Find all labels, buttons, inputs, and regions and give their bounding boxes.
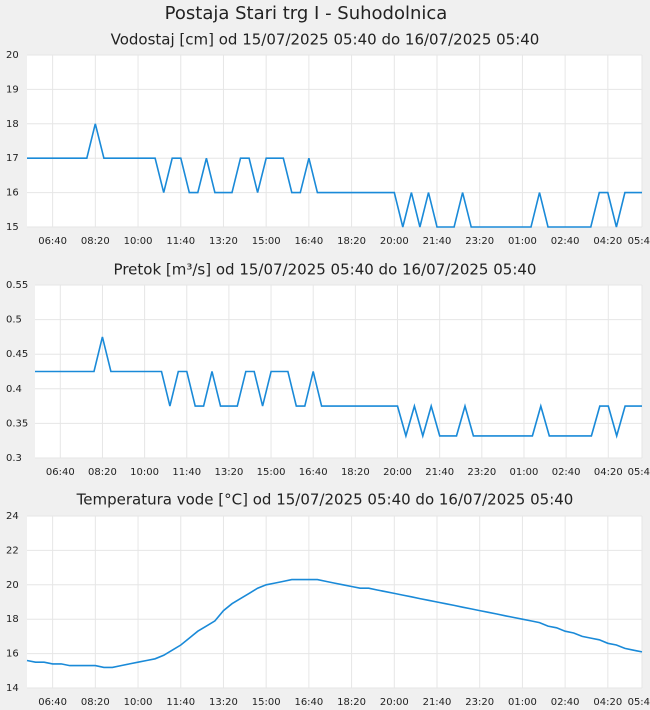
x-tick-label: 01:00 [508, 697, 537, 708]
x-tick-label: 15:00 [257, 467, 286, 478]
y-tick-label: 16 [6, 188, 19, 199]
x-tick-label: 06:40 [38, 697, 67, 708]
x-tick-label: 04:20 [594, 467, 623, 478]
x-tick-label: 04:20 [593, 697, 622, 708]
x-tick-label: 16:40 [299, 467, 328, 478]
y-tick-label: 20 [6, 580, 19, 591]
x-tick-label: 23:20 [467, 467, 496, 478]
x-tick-label: 02:40 [551, 236, 580, 247]
x-tick-label: 15:00 [252, 697, 281, 708]
x-tick-label: 05:40 [628, 697, 650, 708]
x-tick-label: 02:40 [551, 697, 580, 708]
x-tick-label: 10:00 [124, 697, 153, 708]
x-tick-label: 13:20 [209, 236, 238, 247]
chart-title: Vodostaj [cm] od 15/07/2025 05:40 do 16/… [111, 31, 540, 49]
x-tick-label: 21:40 [425, 467, 454, 478]
y-tick-label: 17 [6, 153, 19, 164]
x-tick-label: 21:40 [423, 236, 452, 247]
x-tick-label: 10:00 [130, 467, 159, 478]
x-tick-label: 20:00 [383, 467, 412, 478]
x-tick-label: 18:20 [337, 697, 366, 708]
plot-area [27, 55, 642, 227]
data-line [35, 336, 642, 439]
y-tick-label: 18 [6, 614, 19, 625]
x-tick-label: 08:20 [81, 236, 110, 247]
x-tick-label: 10:00 [124, 236, 153, 247]
x-tick-label: 20:00 [380, 236, 409, 247]
x-tick-label: 11:40 [166, 697, 195, 708]
chart-title: Pretok [m³/s] od 15/07/2025 05:40 do 16/… [114, 261, 537, 279]
data-line [26, 578, 643, 669]
x-tick-label: 05:40 [628, 236, 650, 247]
y-tick-label: 0.45 [6, 349, 28, 360]
page-title: Postaja Stari trg I - Suhodolnica [165, 3, 448, 24]
x-tick-label: 18:20 [337, 236, 366, 247]
y-tick-label: 24 [6, 511, 19, 522]
x-tick-label: 13:20 [214, 467, 243, 478]
x-tick-label: 02:40 [552, 467, 581, 478]
x-tick-label: 11:40 [172, 467, 201, 478]
x-tick-label: 05:40 [628, 467, 650, 478]
x-tick-label: 08:20 [81, 697, 110, 708]
x-tick-label: 13:20 [209, 697, 238, 708]
y-tick-label: 22 [6, 545, 19, 556]
y-tick-label: 20 [6, 50, 19, 61]
plot-area [27, 516, 642, 688]
x-tick-label: 18:20 [341, 467, 370, 478]
y-tick-label: 0.4 [6, 384, 22, 395]
x-tick-label: 06:40 [38, 236, 67, 247]
y-tick-label: 15 [6, 222, 19, 233]
x-tick-label: 20:00 [380, 697, 409, 708]
y-tick-label: 0.55 [6, 280, 28, 291]
y-tick-label: 0.35 [6, 418, 28, 429]
x-tick-label: 11:40 [166, 236, 195, 247]
x-tick-label: 21:40 [423, 697, 452, 708]
y-tick-label: 0.3 [6, 453, 22, 464]
x-tick-label: 08:20 [88, 467, 117, 478]
data-line [27, 123, 642, 228]
y-tick-label: 19 [6, 84, 19, 95]
x-tick-label: 16:40 [294, 236, 323, 247]
y-tick-label: 16 [6, 649, 19, 660]
y-tick-label: 18 [6, 119, 19, 130]
x-tick-label: 01:00 [508, 236, 537, 247]
x-tick-label: 15:00 [252, 236, 281, 247]
chart-title: Temperatura vode [°C] od 15/07/2025 05:4… [76, 491, 574, 509]
y-tick-label: 0.5 [6, 315, 22, 326]
y-tick-label: 14 [6, 683, 19, 694]
x-tick-label: 06:40 [46, 467, 75, 478]
x-tick-label: 01:00 [510, 467, 539, 478]
x-tick-label: 16:40 [294, 697, 323, 708]
x-tick-label: 23:20 [465, 236, 494, 247]
x-tick-label: 04:20 [593, 236, 622, 247]
x-tick-label: 23:20 [465, 697, 494, 708]
